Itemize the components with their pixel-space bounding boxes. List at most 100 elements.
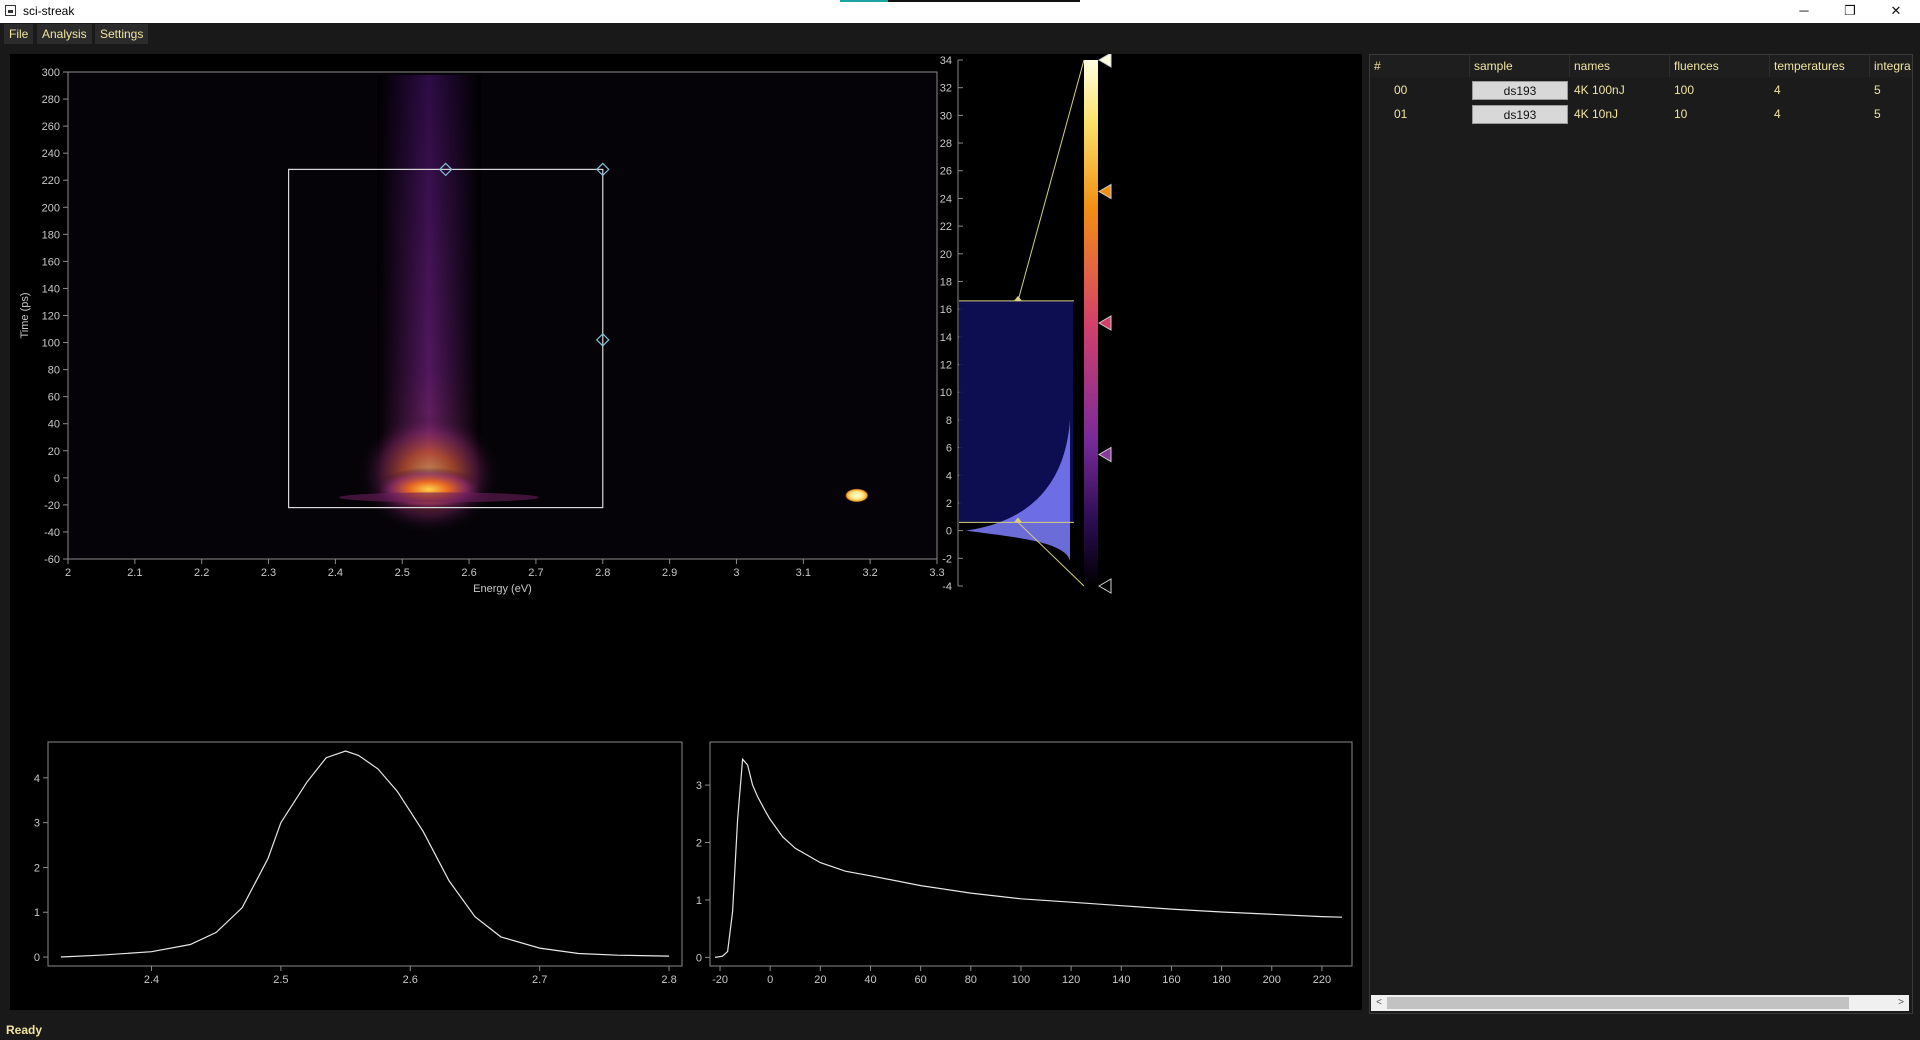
spectrum-plot-y-tick-label: 4 bbox=[34, 773, 40, 785]
maximize-button[interactable]: ❐ bbox=[1844, 3, 1856, 18]
x-tick-label: 3.2 bbox=[863, 567, 878, 579]
histogram-curve bbox=[966, 419, 1070, 562]
level-min-handle[interactable] bbox=[1014, 517, 1022, 523]
y-tick-label: 40 bbox=[48, 419, 60, 431]
menu-bar bbox=[0, 23, 1920, 45]
window-titlebar: sci-streak ─ ❐ ✕ bbox=[0, 0, 1920, 23]
y-tick-label: 200 bbox=[42, 202, 60, 214]
color-stop-purple[interactable] bbox=[1098, 446, 1112, 463]
decay-plot-x-tick-label: 0 bbox=[767, 974, 773, 986]
column-index[interactable]: # bbox=[1370, 55, 1470, 77]
decay-plot-x-tick-label: 160 bbox=[1162, 974, 1180, 986]
row-temperature: 4 bbox=[1774, 107, 1781, 121]
decay-plot-x-tick-label: -20 bbox=[712, 974, 728, 986]
emission-base bbox=[338, 492, 539, 503]
status-bar: Ready bbox=[0, 1020, 1920, 1040]
title-progress-bar bbox=[840, 0, 1080, 2]
table-header: # sample names fluences temperatures int… bbox=[1370, 55, 1912, 77]
level-max-handle[interactable] bbox=[1014, 295, 1022, 301]
y-tick-label: -40 bbox=[44, 527, 60, 539]
decay-plot-y-tick-label: 2 bbox=[696, 838, 702, 850]
spectrum-plot-x-tick-label: 2.6 bbox=[403, 974, 418, 986]
x-tick-label: 2.8 bbox=[595, 567, 610, 579]
laser-spot bbox=[844, 488, 869, 503]
spectrum-plot-y-tick-label: 2 bbox=[34, 862, 40, 874]
y-tick-label: 160 bbox=[42, 256, 60, 268]
row-index: 00 bbox=[1394, 83, 1408, 97]
color-stop-black[interactable] bbox=[1098, 578, 1112, 594]
lut-link-top bbox=[1017, 59, 1085, 301]
app-icon bbox=[5, 5, 16, 16]
roi-handle[interactable] bbox=[595, 162, 610, 177]
histogram-tick-label: 14 bbox=[940, 332, 952, 344]
plot-canvas: 2 2.1 2.2 2.3 2.4 2.5 2.6 2.7 2.8 2.9 3 3.1 3.2 3.330… bbox=[19, 54, 1353, 986]
x-tick-label: 3.3 bbox=[929, 567, 944, 579]
decay-plot-x-tick-label: 180 bbox=[1212, 974, 1230, 986]
table-row[interactable]: 01 ds193 4K 10nJ 10 4 5 bbox=[1370, 103, 1912, 125]
histogram-tick-label: 28 bbox=[940, 138, 952, 150]
decay-plot-y-tick-label: 0 bbox=[696, 952, 702, 964]
decay-plot-x-tick-label: 140 bbox=[1112, 974, 1130, 986]
decay-plot-x-tick-label: 200 bbox=[1263, 974, 1281, 986]
roi-rectangle[interactable] bbox=[287, 168, 604, 509]
spectrum-plot-y-tick-label: 3 bbox=[34, 818, 40, 830]
horizontal-scrollbar[interactable]: < > bbox=[1371, 995, 1909, 1011]
sample-button[interactable]: ds193 bbox=[1472, 105, 1568, 124]
window-title: sci-streak bbox=[23, 4, 75, 18]
column-fluences[interactable]: fluences bbox=[1670, 55, 1770, 77]
menu-file[interactable]: File bbox=[4, 24, 34, 44]
menu-settings[interactable]: Settings bbox=[95, 24, 149, 44]
spectrum-plot-x-tick-label: 2.5 bbox=[273, 974, 288, 986]
row-integration: 5 bbox=[1874, 107, 1881, 121]
column-integration[interactable]: integra bbox=[1870, 55, 1912, 77]
spectrum-plot-series-line bbox=[60, 750, 670, 958]
close-button[interactable]: ✕ bbox=[1890, 3, 1902, 18]
y-tick-label: 120 bbox=[42, 311, 60, 323]
x-tick-label: 3 bbox=[733, 567, 739, 579]
x-axis-label: Energy (eV) bbox=[473, 583, 532, 595]
y-tick-label: 20 bbox=[48, 446, 60, 458]
column-names[interactable]: names bbox=[1570, 55, 1670, 77]
row-index: 01 bbox=[1394, 107, 1408, 121]
roi-handle[interactable] bbox=[595, 333, 610, 347]
scroll-right-icon[interactable]: > bbox=[1898, 997, 1904, 1008]
scroll-left-icon[interactable]: < bbox=[1376, 997, 1382, 1008]
color-stop-red[interactable] bbox=[1098, 315, 1112, 331]
histogram-tick-label: 0 bbox=[946, 526, 952, 538]
x-tick-label: 2.4 bbox=[328, 567, 343, 579]
histogram-tick-label: 26 bbox=[940, 166, 952, 178]
x-tick-label: 2.7 bbox=[528, 567, 543, 579]
histogram-tick-label: 34 bbox=[940, 55, 952, 67]
sample-button[interactable]: ds193 bbox=[1472, 81, 1568, 100]
menu-analysis[interactable]: Analysis bbox=[37, 24, 92, 44]
roi-handle[interactable] bbox=[438, 162, 453, 177]
histogram-tick-label: -2 bbox=[942, 553, 952, 565]
y-tick-label: -60 bbox=[44, 554, 60, 566]
y-tick-label: 280 bbox=[42, 94, 60, 106]
y-tick-label: 0 bbox=[54, 473, 60, 485]
emission-peak bbox=[373, 467, 484, 512]
scrollbar-thumb[interactable] bbox=[1387, 997, 1849, 1009]
histogram-tick-label: 8 bbox=[946, 415, 952, 427]
data-table: # sample names fluences temperatures int… bbox=[1369, 54, 1913, 1014]
table-row[interactable]: 00 ds193 4K 100nJ 100 4 5 bbox=[1370, 79, 1912, 101]
color-stop-orange[interactable] bbox=[1098, 183, 1112, 200]
column-temperatures[interactable]: temperatures bbox=[1770, 55, 1870, 77]
histogram-tick-label: 32 bbox=[940, 83, 952, 95]
row-name: 4K 100nJ bbox=[1574, 83, 1625, 97]
x-tick-label: 2 bbox=[65, 567, 71, 579]
minimize-button[interactable]: ─ bbox=[1799, 3, 1809, 18]
row-temperature: 4 bbox=[1774, 83, 1781, 97]
x-tick-label: 2.3 bbox=[261, 567, 276, 579]
y-tick-label: 80 bbox=[48, 365, 60, 377]
y-tick-label: 180 bbox=[42, 229, 60, 241]
column-sample[interactable]: sample bbox=[1470, 55, 1570, 77]
decay-plot-x-tick-label: 60 bbox=[915, 974, 927, 986]
color-stop-white[interactable] bbox=[1098, 54, 1112, 68]
y-tick-label: 140 bbox=[42, 283, 60, 295]
spectrum-plot-x-tick-label: 2.4 bbox=[144, 974, 159, 986]
decay-plot-x-tick-label: 20 bbox=[814, 974, 826, 986]
status-text: Ready bbox=[6, 1023, 43, 1037]
y-axis-label: Time (ps) bbox=[19, 292, 31, 338]
spectrum-plot-x-tick-label: 2.8 bbox=[661, 974, 676, 986]
